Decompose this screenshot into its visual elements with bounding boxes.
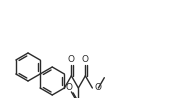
Text: O: O — [94, 83, 101, 93]
Text: O: O — [68, 55, 75, 64]
Text: O: O — [65, 83, 72, 92]
Text: O: O — [82, 55, 89, 64]
